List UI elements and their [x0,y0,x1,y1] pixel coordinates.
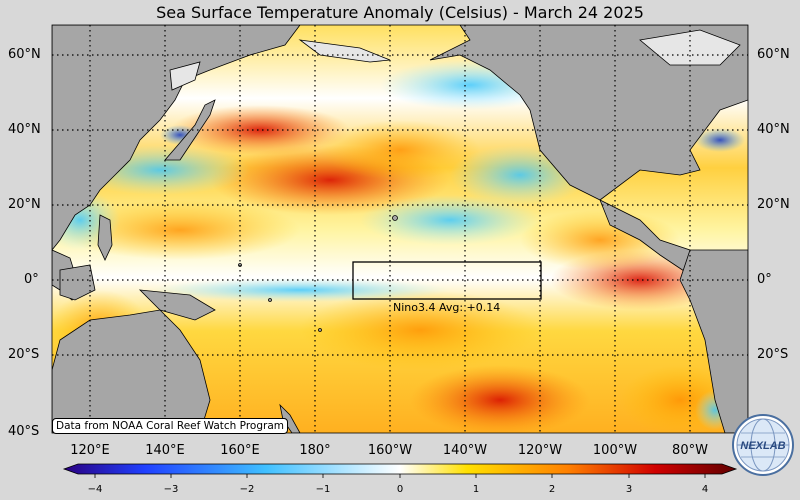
lat-label-right: 20°S [757,347,789,362]
nino34-region-box [352,261,542,300]
graticule [52,25,748,433]
colorbar-tick-label: −4 [87,484,103,495]
lat-label-right: 20°N [757,197,790,212]
lon-label: 180° [299,443,331,458]
lat-label-right: 40°N [757,122,790,137]
lon-label: 160°W [367,443,413,458]
colorbar-tick-label: 1 [472,484,480,495]
lat-label-left: 60°N [8,47,41,62]
colorbar-tick-label: 0 [396,484,404,495]
colorbar-tick-label: 4 [701,484,709,495]
colorbar-tick-label: −3 [163,484,179,495]
colorbar-tick-label: −1 [315,484,331,495]
map-title: Sea Surface Temperature Anomaly (Celsius… [156,3,644,22]
globe-logo-icon: NEXLAB [732,414,794,476]
lon-label: 120°W [517,443,563,458]
lat-label-left: 0° [24,272,39,287]
lon-label: 100°W [592,443,638,458]
lat-label-left: 40°N [8,122,41,137]
lon-label: 80°W [672,443,708,458]
colorbar-tick-label: 2 [548,484,556,495]
colorbar-tick-label: −2 [239,484,255,495]
lat-label-right: 0° [757,272,772,287]
map-frame [51,24,749,434]
land-masses [52,25,748,433]
colorbar-tick-label: 3 [625,484,633,495]
lon-label: 120°E [70,443,110,458]
lat-label-left: 20°N [8,197,41,212]
nino34-average-label: Nino3.4 Avg: +0.14 [393,301,501,314]
logo-text: NEXLAB [740,440,785,452]
colorbar [62,463,738,478]
lon-label: 160°E [220,443,260,458]
lat-label-left: 40°S [8,424,40,439]
lon-label: 140°W [442,443,488,458]
data-credit-label: Data from NOAA Coral Reef Watch Program [52,418,288,434]
lon-label: 140°E [145,443,185,458]
lat-label-left: 20°S [8,347,40,362]
lat-label-right: 60°N [757,47,790,62]
